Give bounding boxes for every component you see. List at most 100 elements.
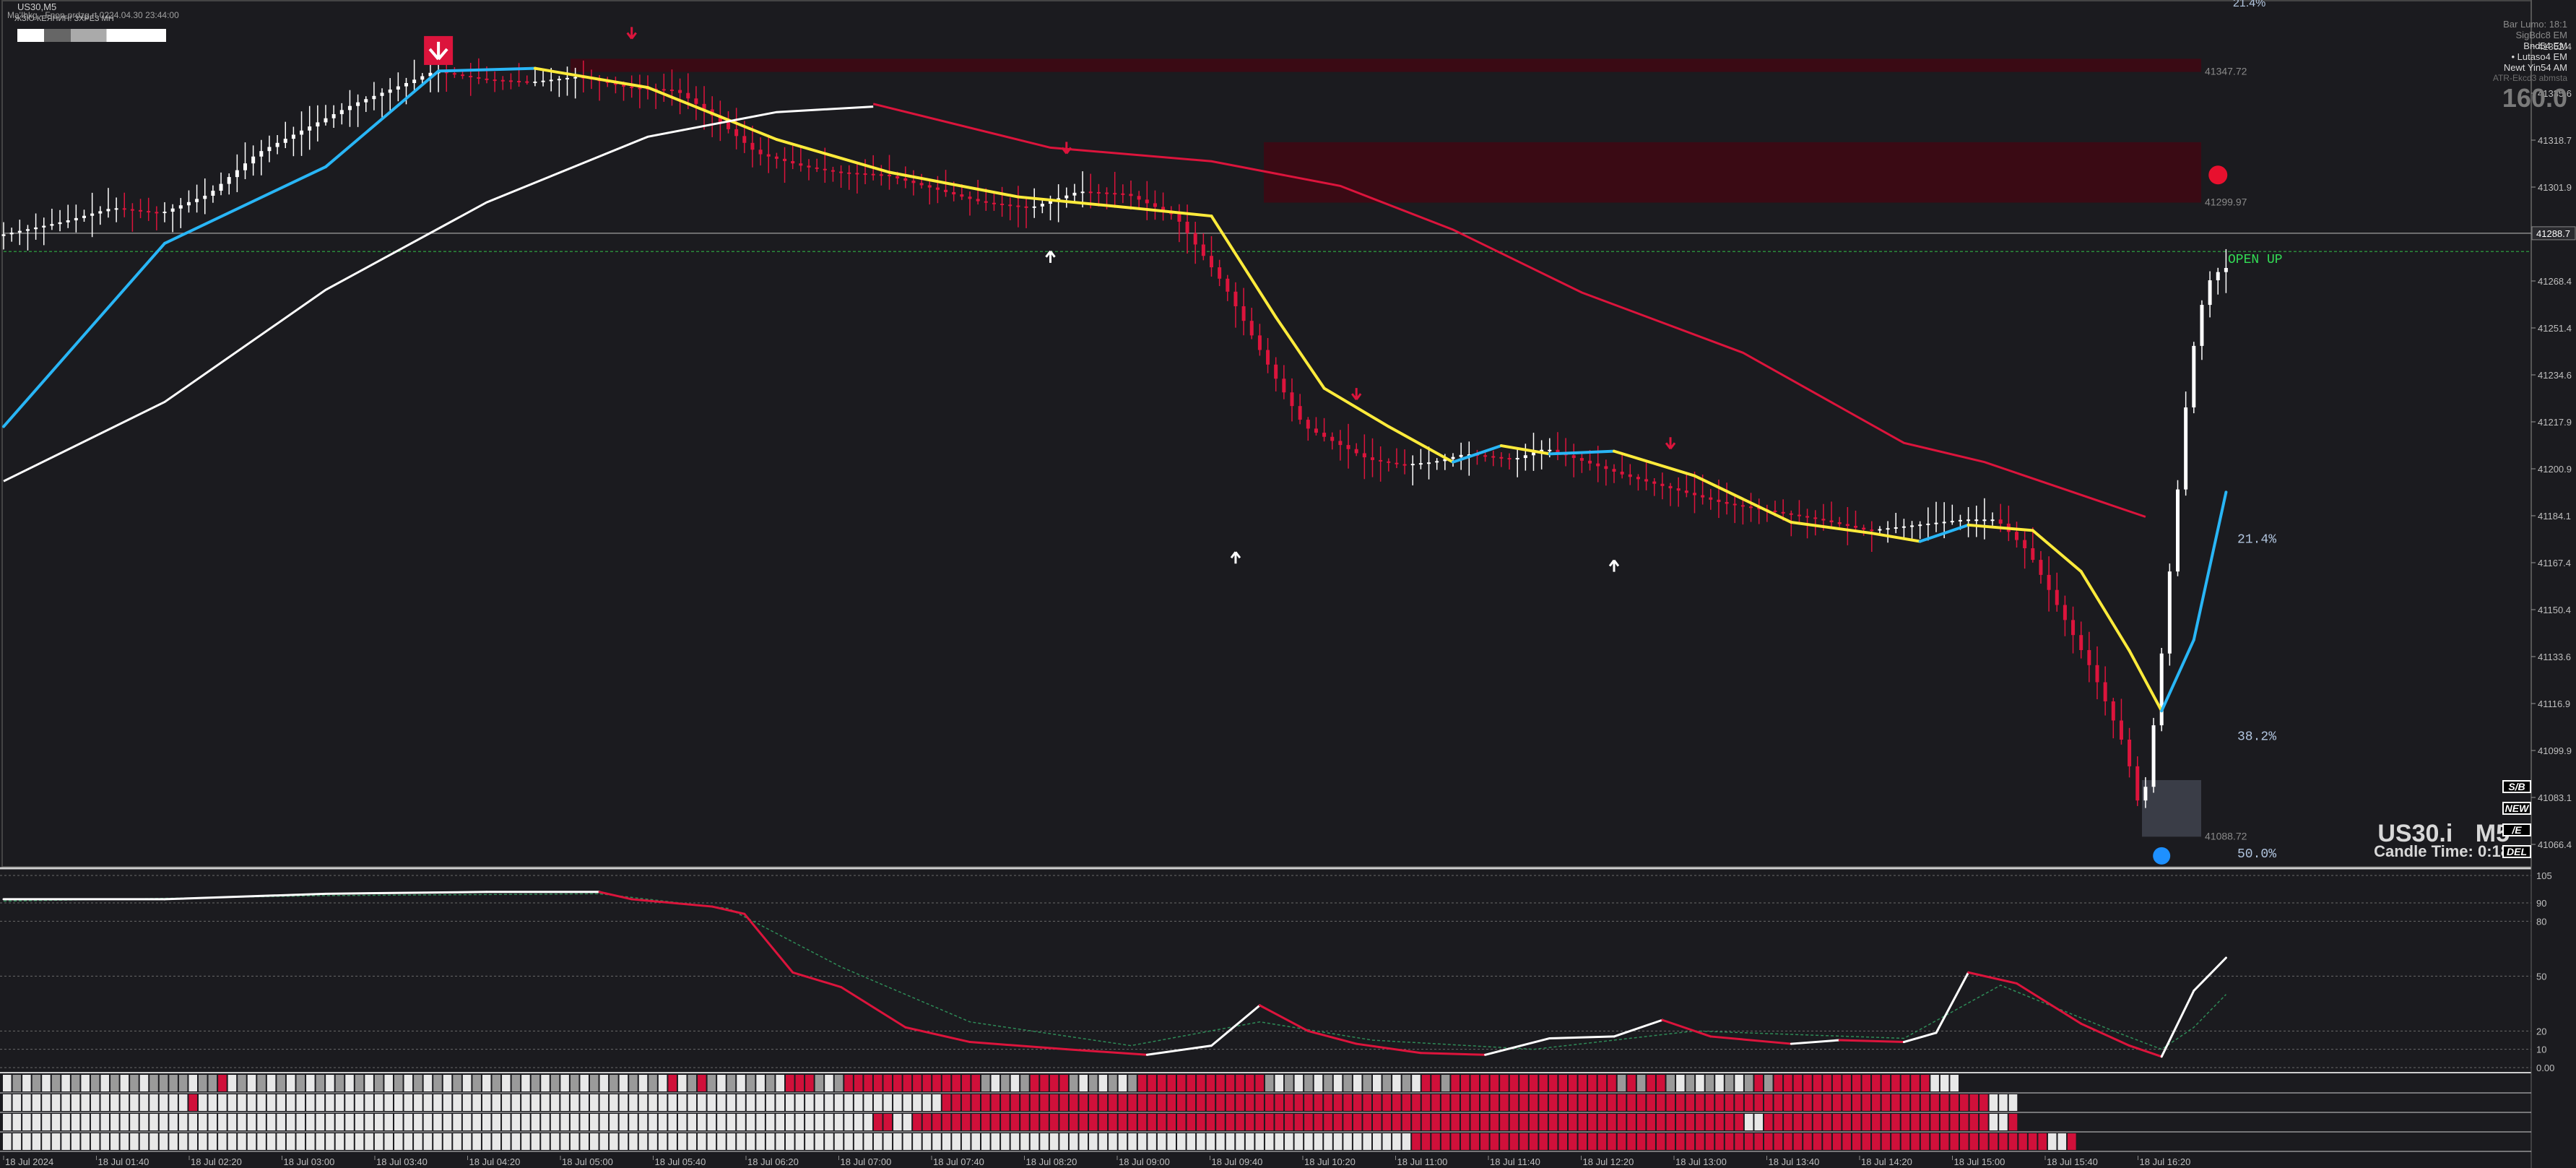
price-tick-label: 41167.4 — [2538, 558, 2571, 568]
heatmap-cell — [1030, 1075, 1039, 1091]
heatmap-cell — [374, 1114, 383, 1130]
heatmap-cell — [247, 1094, 256, 1111]
heatmap-cell — [834, 1094, 844, 1111]
ma-slow-line — [872, 103, 2146, 518]
heatmap-cell — [1617, 1133, 1626, 1150]
candle-body — [1644, 479, 1649, 482]
heatmap-cell — [1412, 1075, 1421, 1091]
heatmap-cell — [1373, 1114, 1382, 1130]
heatmap-cell — [1137, 1075, 1147, 1091]
heatmap-cell — [913, 1114, 921, 1130]
heatmap-cell — [1157, 1114, 1166, 1130]
heatmap-cell — [1666, 1133, 1675, 1150]
candle-body — [1145, 199, 1149, 204]
heatmap-cell — [130, 1075, 139, 1091]
heatmap-cell — [404, 1114, 413, 1130]
heatmap-cell — [737, 1094, 745, 1111]
heatmap-cell — [1128, 1094, 1137, 1111]
heatmap-cell — [1480, 1094, 1489, 1111]
heatmap-cell — [1813, 1133, 1822, 1150]
candle-body — [235, 170, 239, 178]
time-tick-label: 18 Jul 08:20 — [1026, 1156, 1077, 1167]
heatmap-cell — [81, 1133, 90, 1150]
heatmap-cell — [1392, 1133, 1401, 1150]
heatmap-cell — [746, 1133, 755, 1150]
heatmap-cell — [1304, 1094, 1313, 1111]
heatmap-cell — [560, 1114, 569, 1130]
heatmap-cell — [1167, 1075, 1176, 1091]
price-tick-label: 41150.4 — [2538, 605, 2571, 615]
heatmap-cell — [766, 1075, 775, 1091]
heatmap-cell — [1578, 1133, 1587, 1150]
heatmap-cell — [2028, 1133, 2037, 1150]
fib-level-label: 21.4% — [2237, 533, 2276, 548]
heatmap-cell — [178, 1133, 188, 1150]
candle-body — [1121, 193, 1125, 195]
heatmap-cell — [1373, 1075, 1382, 1091]
e-button[interactable]: /E — [2502, 823, 2531, 836]
ma-white-line — [3, 105, 874, 483]
osc-main-segment — [2160, 990, 2195, 1058]
candle-body — [919, 183, 924, 186]
candle-body — [267, 147, 272, 152]
heatmap-cell — [1285, 1075, 1293, 1091]
heatmap-cell — [1490, 1114, 1499, 1130]
osc-main-segment — [2016, 982, 2083, 1025]
heatmap-cell — [815, 1075, 824, 1091]
heatmap-cell — [1636, 1114, 1646, 1130]
candle-body — [1402, 464, 1407, 466]
heatmap-cell — [32, 1133, 41, 1150]
candle-body — [2047, 574, 2051, 590]
heatmap-cell — [1597, 1094, 1607, 1111]
heatmap-cell — [1852, 1114, 1861, 1130]
heatmap-cell — [1040, 1075, 1049, 1091]
ma-fast-segment — [1387, 425, 1454, 464]
candle-body — [1249, 321, 1254, 336]
heatmap-cell — [932, 1075, 941, 1091]
heatmap-cell — [139, 1094, 149, 1111]
heatmap-cell — [649, 1133, 657, 1150]
heatmap-cell — [1265, 1133, 1274, 1150]
candle-body — [1362, 453, 1366, 458]
heatmap-cell — [825, 1094, 833, 1111]
heatmap-cell — [1079, 1075, 1088, 1091]
heatmap-cell — [1460, 1114, 1470, 1130]
heatmap-cell — [51, 1075, 61, 1091]
heatmap-cell — [423, 1114, 433, 1130]
heatmap-cell — [443, 1114, 452, 1130]
heatmap-cell — [414, 1075, 422, 1091]
new-button[interactable]: NEW — [2502, 802, 2531, 815]
heatmap-cell — [776, 1114, 784, 1130]
heatmap-cell — [1363, 1133, 1371, 1150]
heatmap-cell — [1588, 1094, 1597, 1111]
sb-button[interactable]: S/B — [2502, 780, 2531, 793]
heatmap-cell — [1793, 1075, 1803, 1091]
heatmap-cell — [1911, 1133, 1920, 1150]
candle-time-label: Candle Time: 0:18 — [2374, 842, 2510, 860]
heatmap-cell — [1636, 1094, 1646, 1111]
heatmap-cell — [1001, 1114, 1010, 1130]
heatmap-cell — [326, 1094, 334, 1111]
heatmap-cell — [1206, 1114, 1215, 1130]
heatmap-cell — [3, 1075, 12, 1091]
heatmap-cell — [169, 1094, 178, 1111]
heatmap-cell — [1930, 1094, 1939, 1111]
heatmap-cell — [61, 1094, 70, 1111]
heatmap-cell — [2008, 1094, 2018, 1111]
heatmap-cell — [1353, 1133, 1362, 1150]
heatmap-cell — [1460, 1133, 1470, 1150]
heatmap-cell — [1187, 1133, 1196, 1150]
heatmap-cell — [1069, 1094, 1078, 1111]
heatmap-cell — [873, 1075, 882, 1091]
heatmap-cell — [1373, 1133, 1382, 1150]
heatmap-cell — [698, 1114, 706, 1130]
heatmap-cell — [1187, 1094, 1196, 1111]
heatmap-cell — [1382, 1114, 1392, 1130]
heatmap-cell — [1314, 1094, 1323, 1111]
candle-body — [533, 81, 537, 83]
del-button[interactable]: DEL — [2502, 845, 2531, 858]
heatmap-cell — [188, 1133, 197, 1150]
heatmap-cell — [1656, 1114, 1665, 1130]
heatmap-cell — [727, 1114, 736, 1130]
